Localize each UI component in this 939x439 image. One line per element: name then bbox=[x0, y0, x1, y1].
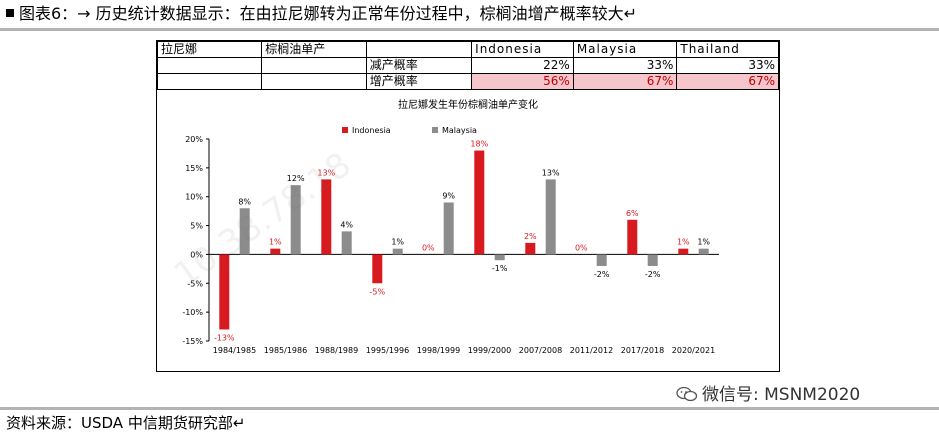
probability-table: 拉尼娜 棕榈油单产 Indonesia Malaysia Thailand 减产… bbox=[156, 41, 779, 90]
data-label-malaysia: -2% bbox=[594, 270, 610, 279]
figure-title: 图表6：→ 历史统计数据显示：在由拉尼娜转为正常年份过程中，棕榈油增产概率较大↵ bbox=[6, 2, 932, 26]
table-cell: 22% bbox=[471, 57, 574, 74]
bar-indonesia bbox=[678, 248, 689, 255]
bar-indonesia bbox=[525, 242, 536, 255]
x-tick-label: 1984/1985 bbox=[213, 346, 256, 355]
x-tick-label: 1988/1989 bbox=[315, 346, 358, 355]
top-divider bbox=[0, 28, 939, 31]
bar-indonesia bbox=[474, 150, 485, 255]
bar-chart: 拉尼娜发生年份棕榈油单产变化 Indonesia Malaysia -15% -10% -… bbox=[182, 98, 719, 355]
bar-indonesia bbox=[219, 254, 230, 330]
table-empty-cell bbox=[261, 57, 367, 74]
bullet-square-icon bbox=[6, 9, 14, 17]
data-label-malaysia: -2% bbox=[645, 270, 661, 279]
bar-indonesia bbox=[372, 254, 383, 284]
bar-malaysia bbox=[698, 248, 709, 255]
x-tick-label: 1999/2000 bbox=[468, 346, 511, 355]
data-label-malaysia: 4% bbox=[340, 220, 353, 229]
wechat-icon bbox=[676, 386, 698, 402]
data-label-indonesia: 0% bbox=[575, 243, 588, 252]
bottom-divider bbox=[0, 407, 939, 410]
bar-malaysia bbox=[392, 248, 403, 255]
data-label-malaysia: 1% bbox=[697, 238, 710, 247]
x-tick-label: 2020/2021 bbox=[672, 346, 715, 355]
bar-malaysia bbox=[647, 254, 658, 266]
table-cell: 33% bbox=[676, 57, 779, 74]
y-tick-label: 20% bbox=[185, 135, 203, 144]
source-note: 资料来源：USDA 中信期货研究部↵ bbox=[6, 414, 246, 432]
bar-malaysia bbox=[341, 231, 352, 255]
table-col-malaysia: Malaysia bbox=[572, 41, 678, 58]
data-label-malaysia: 12% bbox=[287, 174, 305, 183]
bar-malaysia bbox=[596, 254, 607, 266]
x-tick-label: 1995/1996 bbox=[366, 346, 409, 355]
y-tick-label: 0% bbox=[190, 250, 203, 259]
wechat-id: 微信号: MSNM2020 bbox=[676, 384, 860, 406]
table-row: 增产概率 56% 67% 67% bbox=[156, 73, 779, 90]
x-tick-label: 2007/2008 bbox=[519, 346, 562, 355]
table-corner-label: 拉尼娜 bbox=[156, 41, 263, 58]
bar-indonesia bbox=[627, 219, 638, 255]
y-tick-label: 10% bbox=[185, 193, 203, 202]
table-empty-cell bbox=[156, 57, 263, 74]
table-col-indonesia: Indonesia bbox=[471, 41, 574, 58]
figure-title-text: 图表6：→ 历史统计数据显示：在由拉尼娜转为正常年份过程中，棕榈油增产概率较大↵ bbox=[19, 4, 638, 23]
legend-label-indonesia: Indonesia bbox=[352, 126, 391, 135]
wechat-id-text: 微信号: MSNM2020 bbox=[702, 385, 861, 405]
data-label-malaysia: 8% bbox=[238, 197, 251, 206]
bar-malaysia bbox=[494, 254, 505, 261]
table-header-row: 拉尼娜 棕榈油单产 Indonesia Malaysia Thailand bbox=[156, 41, 779, 58]
y-tick-label: -5% bbox=[187, 279, 203, 288]
table-cell-highlight: 67% bbox=[572, 73, 678, 90]
table-col-thailand: Thailand bbox=[676, 41, 779, 58]
y-tick-label: -10% bbox=[182, 308, 203, 317]
data-label-malaysia: 1% bbox=[391, 238, 404, 247]
table-empty-cell bbox=[156, 73, 263, 90]
table-empty-cell bbox=[261, 73, 367, 90]
data-label-indonesia: 13% bbox=[317, 168, 335, 177]
data-label-indonesia: -5% bbox=[370, 287, 386, 296]
chart-title: 拉尼娜发生年份棕榈油单产变化 bbox=[398, 98, 538, 111]
data-label-indonesia: 1% bbox=[677, 238, 690, 247]
y-tick-label: 5% bbox=[190, 222, 203, 231]
table-cell-highlight: 67% bbox=[676, 73, 779, 90]
table-row: 减产概率 22% 33% 33% bbox=[156, 57, 779, 74]
data-label-indonesia: 0% bbox=[422, 243, 435, 252]
x-tick-label: 2011/2012 bbox=[570, 346, 613, 355]
y-tick-label: 15% bbox=[185, 164, 203, 173]
table-row-label: 减产概率 bbox=[365, 57, 473, 74]
legend-swatch-malaysia bbox=[432, 127, 438, 133]
table-cell: 33% bbox=[572, 57, 678, 74]
chart-panel: 拉尼娜 棕榈油单产 Indonesia Malaysia Thailand 减产… bbox=[156, 40, 780, 372]
data-label-malaysia: 9% bbox=[442, 191, 455, 200]
data-label-malaysia: 13% bbox=[542, 168, 560, 177]
x-tick-label: 1985/1986 bbox=[264, 346, 307, 355]
bar-indonesia bbox=[270, 248, 281, 255]
legend-label-malaysia: Malaysia bbox=[442, 126, 477, 135]
legend-swatch-indonesia bbox=[342, 127, 348, 133]
table-sub-label: 棕榈油单产 bbox=[261, 41, 367, 58]
bar-malaysia bbox=[239, 208, 250, 255]
bar-malaysia bbox=[443, 202, 454, 255]
table-row-label: 增产概率 bbox=[365, 73, 473, 90]
data-label-indonesia: 18% bbox=[470, 140, 488, 149]
table-cell-highlight: 56% bbox=[471, 73, 574, 90]
x-tick-label: 2017/2018 bbox=[621, 346, 664, 355]
table-empty-cell bbox=[365, 41, 473, 58]
y-tick-label: -15% bbox=[182, 337, 203, 346]
data-label-indonesia: 6% bbox=[626, 209, 639, 218]
bar-malaysia bbox=[545, 179, 556, 255]
data-label-malaysia: -1% bbox=[492, 264, 508, 273]
bar-indonesia bbox=[321, 179, 332, 255]
x-tick-label: 1998/1999 bbox=[417, 346, 460, 355]
data-label-indonesia: 1% bbox=[269, 238, 282, 247]
bar-malaysia bbox=[290, 185, 301, 255]
data-label-indonesia: -13% bbox=[214, 333, 235, 342]
data-label-indonesia: 2% bbox=[524, 232, 537, 241]
